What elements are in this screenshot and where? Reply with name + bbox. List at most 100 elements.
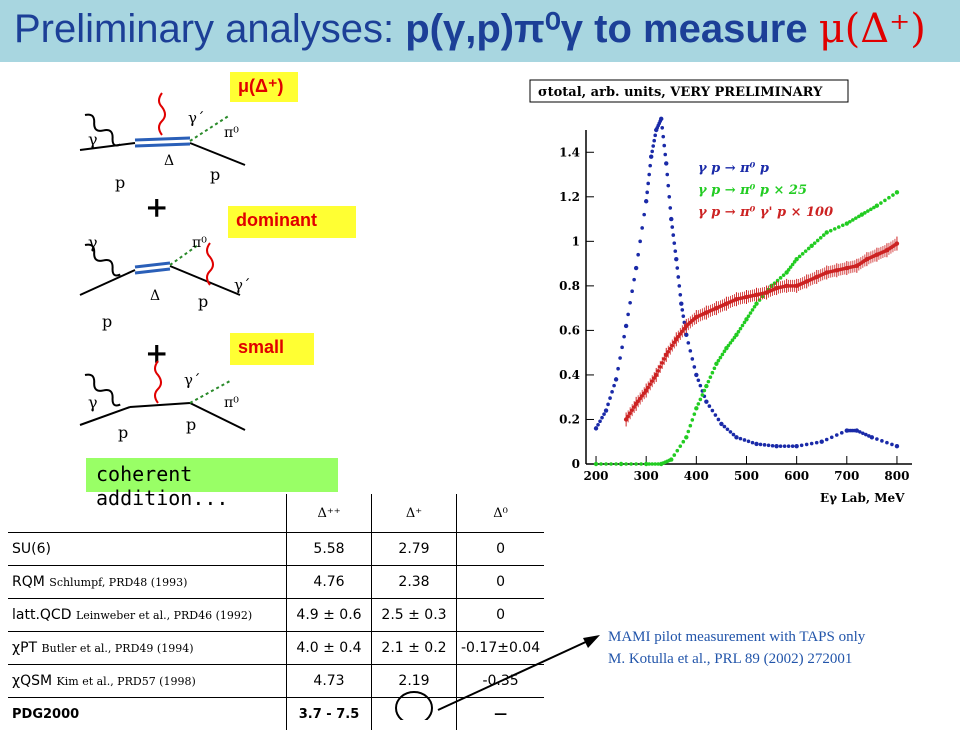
proton-line (190, 143, 245, 165)
legend-entry: γ p → π⁰ p × 25 (698, 183, 807, 198)
y-tick-label: 0.8 (559, 279, 580, 293)
data-point (622, 335, 626, 339)
data-point (620, 346, 624, 350)
row-name: SU(6) (12, 541, 51, 557)
data-point (711, 409, 715, 413)
data-point (782, 273, 786, 277)
data-point (694, 406, 698, 410)
data-point (691, 418, 695, 422)
data-point (830, 435, 834, 439)
data-point (681, 440, 685, 444)
data-point (612, 384, 616, 388)
row-name: latt.QCD (12, 607, 71, 623)
table-cell: 5.58 (287, 533, 372, 566)
data-point (648, 382, 652, 386)
data-point (783, 444, 787, 448)
data-point (661, 135, 665, 139)
data-point (680, 308, 684, 312)
data-point (614, 377, 618, 381)
annotation-arrow (380, 620, 630, 720)
data-point (887, 196, 891, 200)
data-point (663, 153, 667, 157)
table-cell: 4.76 (287, 566, 372, 599)
data-point (668, 347, 672, 351)
data-point (875, 204, 879, 208)
delta-propagator (135, 138, 190, 140)
data-point (798, 255, 802, 259)
data-point (763, 443, 767, 447)
data-point (670, 344, 674, 348)
diagram-2: γ π⁰ γ´ Δ p p (80, 233, 250, 331)
data-point (666, 184, 670, 188)
proton-out-label: p (210, 165, 220, 184)
data-point (624, 462, 628, 466)
row-ref: Leinweber et al., PRD46 (1992) (76, 609, 252, 622)
data-point (624, 324, 628, 328)
plus-sign: + (145, 191, 168, 224)
data-point (662, 144, 666, 148)
data-point (717, 418, 721, 422)
data-point (640, 226, 644, 230)
arrow-line (438, 640, 590, 710)
mami-note: MAMI pilot measurement with TAPS only M.… (608, 626, 865, 670)
data-point (734, 435, 738, 439)
data-point (704, 399, 708, 403)
data-point (609, 462, 613, 466)
data-point (809, 244, 813, 248)
data-point (895, 444, 899, 448)
data-point (634, 266, 638, 270)
data-point (805, 443, 809, 447)
data-point (650, 150, 654, 154)
gamma-prime-label: γ´ (188, 109, 204, 127)
data-point (737, 330, 741, 334)
header-delta-0: Δ⁰ (457, 494, 545, 533)
data-point (754, 301, 758, 305)
data-point (759, 443, 763, 447)
slide-title: Preliminary analyses: p(γ,p)π⁰γ to measu… (14, 6, 926, 52)
data-point (791, 444, 795, 448)
arrow-head (583, 635, 600, 648)
data-point (885, 441, 889, 445)
y-tick-label: 1 (572, 234, 580, 248)
data-point (647, 173, 651, 177)
data-point (646, 182, 650, 186)
data-point (606, 403, 610, 407)
data-point (602, 412, 606, 416)
data-point (677, 284, 681, 288)
data-point (642, 213, 646, 217)
data-point (749, 311, 753, 315)
proton-in-label: p (102, 312, 112, 331)
data-point (653, 134, 657, 138)
data-point (666, 350, 670, 354)
data-point (751, 441, 755, 445)
gamma-prime-label: γ´ (184, 371, 200, 389)
data-point (703, 389, 707, 393)
data-point (870, 435, 874, 439)
data-point (747, 439, 751, 443)
data-point (648, 164, 652, 168)
delta-label: Δ (164, 153, 174, 169)
highlight-circle (396, 692, 432, 720)
data-point (822, 233, 826, 237)
data-point (632, 278, 636, 282)
cross-section-chart: σtotal, arb. units, VERY PRELIMINARY 200… (520, 74, 940, 514)
data-point (687, 341, 691, 345)
data-point (669, 457, 673, 461)
delta-propagator (135, 144, 190, 146)
chart-canvas (520, 74, 940, 514)
data-point (628, 411, 632, 415)
table-cell: 0 (457, 533, 545, 566)
data-point (665, 173, 669, 177)
data-point (673, 249, 677, 253)
x-tick-label: 800 (884, 469, 909, 483)
legend-entry: γ p → π⁰ γ' p × 100 (698, 205, 833, 220)
data-point (694, 373, 698, 377)
x-tick-label: 700 (834, 469, 859, 483)
data-point (866, 209, 870, 213)
data-point (754, 442, 758, 446)
data-point (610, 390, 614, 394)
data-point (646, 386, 650, 390)
data-point (594, 426, 598, 430)
data-point (714, 413, 718, 417)
title-quantity: μ(Δ⁺) (819, 6, 926, 52)
